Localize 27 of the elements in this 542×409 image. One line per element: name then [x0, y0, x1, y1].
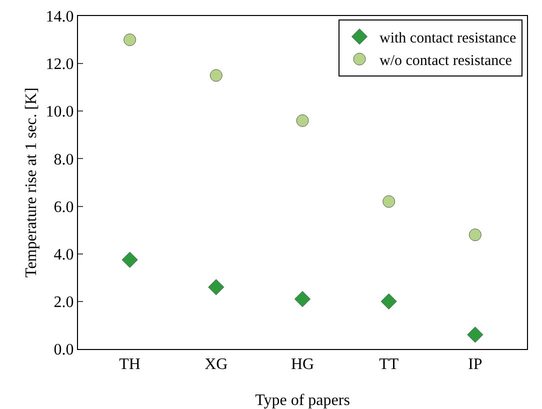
x-axis-title: Type of papers	[255, 392, 350, 409]
point	[124, 34, 136, 46]
y-tick-label: 12.0	[46, 56, 74, 74]
point	[296, 114, 309, 127]
legend-label: with contact resistance	[380, 30, 516, 46]
y-tick-label: 2.0	[54, 294, 74, 312]
x-tick-label: IP	[468, 356, 482, 374]
x-tick-label: HG	[290, 356, 314, 374]
point	[208, 279, 224, 296]
point	[122, 252, 138, 268]
y-tick-label: 14.0	[46, 8, 74, 26]
y-axis-title: Temperature rise at 1 sec. [K]	[23, 88, 40, 278]
point	[380, 293, 397, 310]
y-tick-label: 4.0	[54, 246, 74, 264]
x-tick-label: XG	[204, 356, 228, 374]
point	[467, 326, 484, 343]
point	[468, 228, 482, 242]
point	[382, 195, 396, 208]
x-tick-label: TT	[379, 356, 399, 374]
point	[210, 69, 222, 82]
y-tick-label: 6.0	[54, 198, 74, 216]
y-tick-label: 0.0	[54, 342, 74, 359]
point	[294, 291, 311, 308]
legend-label: w/o contact resistance	[380, 52, 512, 69]
y-tick-label: 10.0	[46, 104, 74, 121]
y-tick-label: 8.0	[54, 151, 74, 168]
x-tick-label: TH	[119, 356, 141, 374]
